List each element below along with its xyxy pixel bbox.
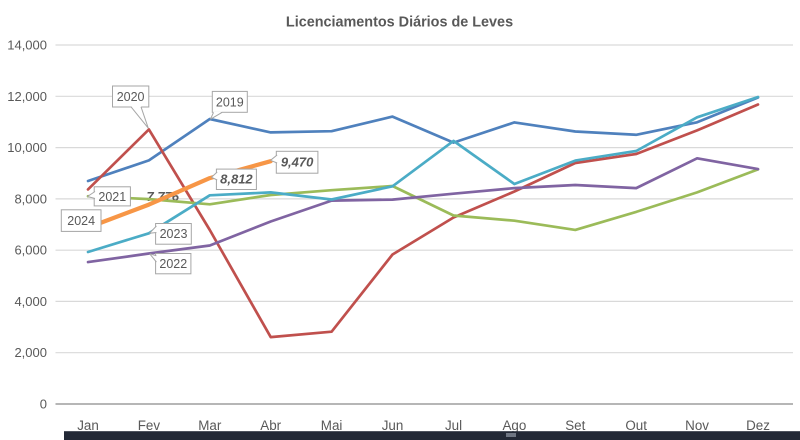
svg-text:Mar: Mar: [198, 418, 222, 433]
svg-text:Out: Out: [625, 418, 647, 433]
svg-text:Jan: Jan: [77, 418, 99, 433]
svg-text:Ago: Ago: [502, 418, 526, 433]
svg-text:Set: Set: [565, 418, 585, 433]
svg-text:8,812: 8,812: [220, 172, 253, 187]
svg-text:Jun: Jun: [382, 418, 404, 433]
svg-text:2021: 2021: [98, 190, 126, 204]
svg-text:4,000: 4,000: [14, 294, 47, 309]
svg-text:2019: 2019: [216, 96, 244, 110]
svg-text:2022: 2022: [159, 257, 187, 271]
svg-text:14,000: 14,000: [7, 38, 47, 53]
svg-text:6,000: 6,000: [14, 243, 47, 258]
svg-text:8,000: 8,000: [14, 191, 47, 206]
svg-text:2024: 2024: [67, 214, 95, 228]
svg-text:2023: 2023: [160, 227, 188, 241]
svg-text:0: 0: [40, 397, 47, 412]
svg-text:Licenciamentos Diários de Leve: Licenciamentos Diários de Leves: [286, 15, 513, 31]
svg-text:Jul: Jul: [445, 418, 462, 433]
svg-text:Fev: Fev: [138, 418, 161, 433]
svg-text:2,000: 2,000: [14, 345, 47, 360]
svg-text:9,470: 9,470: [281, 154, 314, 169]
svg-text:12,000: 12,000: [7, 89, 47, 104]
svg-text:Mai: Mai: [321, 418, 343, 433]
svg-text:Abr: Abr: [260, 418, 281, 433]
svg-text:10,000: 10,000: [7, 140, 47, 155]
svg-text:2020: 2020: [117, 90, 145, 104]
svg-text:Nov: Nov: [685, 418, 709, 433]
svg-text:Dez: Dez: [746, 418, 770, 433]
